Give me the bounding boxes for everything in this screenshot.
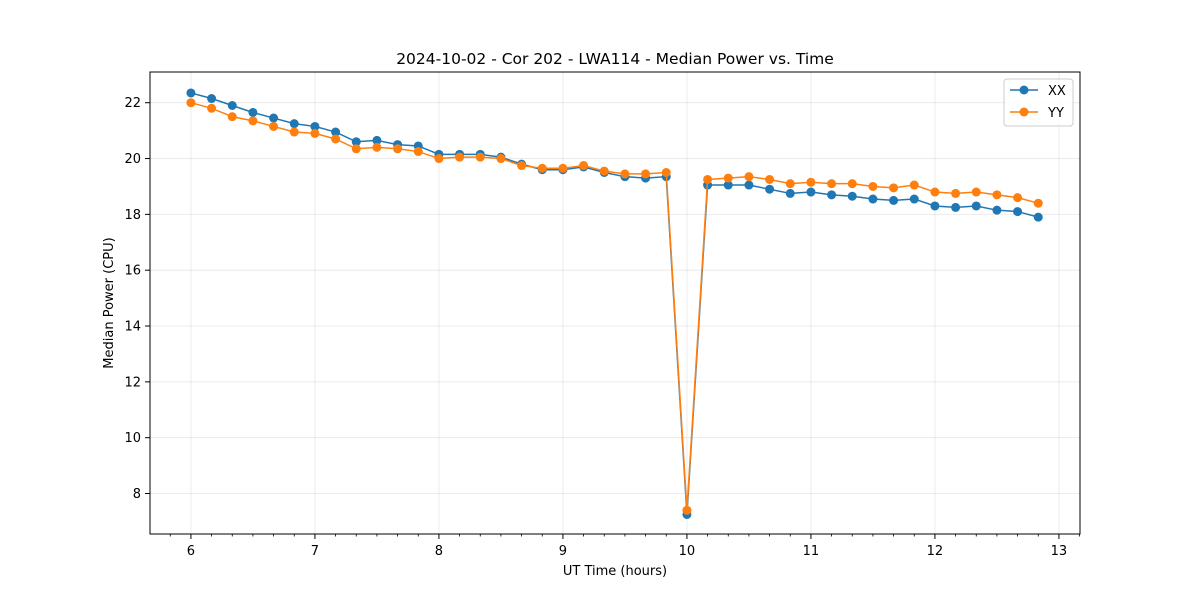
- data-point-xx: [765, 184, 775, 194]
- data-point-yy: [951, 188, 961, 198]
- data-point-yy: [227, 112, 237, 122]
- data-point-xx: [269, 113, 279, 123]
- data-point-xx: [909, 194, 919, 204]
- data-point-yy: [558, 163, 568, 173]
- plot-frame: [149, 71, 1081, 535]
- data-point-xx: [744, 180, 754, 190]
- y-tick-label: 20: [124, 152, 141, 167]
- data-point-yy: [661, 168, 671, 177]
- data-point-yy: [475, 152, 485, 162]
- y-tick-label: 10: [124, 431, 141, 446]
- x-tick-label: 13: [1051, 544, 1068, 559]
- data-point-xx: [868, 194, 878, 204]
- data-point-xx: [785, 188, 795, 198]
- data-point-yy: [331, 134, 341, 144]
- data-point-yy: [1013, 193, 1023, 203]
- data-point-yy: [868, 181, 878, 191]
- data-point-yy: [765, 174, 775, 184]
- data-point-xx: [310, 121, 320, 131]
- legend-label-xx: XX: [1048, 84, 1066, 99]
- x-axis-label: UT Time (hours): [563, 564, 667, 579]
- data-point-yy: [372, 142, 382, 152]
- data-point-yy: [310, 128, 320, 138]
- data-point-yy: [971, 187, 981, 197]
- y-tick-label: 18: [124, 208, 141, 223]
- x-tick-label: 6: [187, 544, 195, 559]
- x-tick-label: 11: [803, 544, 820, 559]
- data-point-xx: [827, 190, 837, 200]
- data-point-yy: [744, 172, 754, 182]
- data-point-xx: [723, 180, 733, 190]
- data-point-yy: [351, 144, 361, 154]
- x-tick-label: 8: [435, 544, 443, 559]
- data-point-yy: [289, 127, 299, 137]
- data-point-xx: [331, 127, 341, 137]
- data-point-xx: [227, 101, 237, 110]
- data-point-xx: [930, 201, 940, 211]
- data-point-yy: [207, 103, 217, 113]
- y-tick-label: 12: [124, 375, 141, 390]
- data-point-yy: [455, 152, 465, 162]
- y-axis-label: Median Power (CPU): [102, 237, 117, 368]
- data-point-yy: [496, 154, 506, 164]
- series-yy: [186, 98, 1043, 515]
- data-point-yy: [889, 183, 899, 193]
- grid-lines: [150, 72, 1080, 534]
- legend-label-yy: YY: [1047, 106, 1064, 121]
- data-point-xx: [207, 94, 217, 104]
- data-point-yy: [785, 179, 795, 189]
- data-point-xx: [289, 119, 299, 129]
- data-point-yy: [806, 177, 816, 187]
- data-point-yy: [1033, 198, 1043, 208]
- data-point-xx: [351, 137, 361, 147]
- legend-marker-yy: [1019, 107, 1029, 117]
- data-point-yy: [537, 163, 547, 173]
- data-point-yy: [599, 166, 609, 176]
- data-point-yy: [847, 179, 857, 189]
- data-point-xx: [889, 195, 899, 205]
- data-point-yy: [992, 190, 1002, 200]
- data-point-yy: [393, 144, 403, 154]
- data-point-yy: [703, 174, 713, 184]
- data-point-yy: [641, 169, 651, 179]
- y-tick-label: 22: [124, 96, 141, 111]
- legend: XX YY: [1003, 78, 1074, 127]
- data-point-xx: [847, 191, 857, 201]
- axis-ticks: 6 7 8 9 10 11 12 13 8 10 12 14 16 18 20 22: [124, 96, 1080, 559]
- data-point-yy: [909, 180, 919, 190]
- data-point-yy: [620, 169, 630, 179]
- data-point-yy: [434, 154, 444, 164]
- data-point-xx: [1013, 207, 1023, 217]
- y-tick-label: 14: [124, 320, 141, 335]
- x-tick-label: 9: [559, 544, 567, 559]
- series-layer: [186, 88, 1043, 519]
- data-point-yy: [517, 161, 527, 171]
- legend-marker-xx: [1019, 85, 1029, 95]
- x-tick-label: 12: [927, 544, 944, 559]
- data-point-yy: [413, 147, 423, 157]
- data-point-xx: [1033, 212, 1043, 222]
- data-point-yy: [269, 121, 279, 131]
- x-tick-label: 7: [311, 544, 319, 559]
- data-point-xx: [806, 187, 816, 197]
- data-point-yy: [827, 179, 837, 189]
- data-point-xx: [248, 107, 258, 117]
- data-point-xx: [951, 202, 961, 212]
- data-point-xx: [992, 205, 1002, 215]
- data-point-xx: [971, 201, 981, 211]
- x-tick-label: 10: [679, 544, 696, 559]
- y-tick-label: 16: [124, 264, 141, 279]
- data-point-yy: [579, 161, 589, 171]
- data-point-yy: [248, 116, 258, 126]
- data-point-yy: [682, 505, 692, 515]
- data-point-yy: [186, 98, 196, 108]
- data-point-yy: [723, 173, 733, 183]
- y-tick-label: 8: [133, 487, 141, 502]
- data-point-yy: [930, 187, 940, 197]
- data-point-xx: [372, 135, 382, 145]
- data-point-xx: [186, 88, 196, 98]
- chart-title: 2024-10-02 - Cor 202 - LWA114 - Median P…: [396, 50, 834, 68]
